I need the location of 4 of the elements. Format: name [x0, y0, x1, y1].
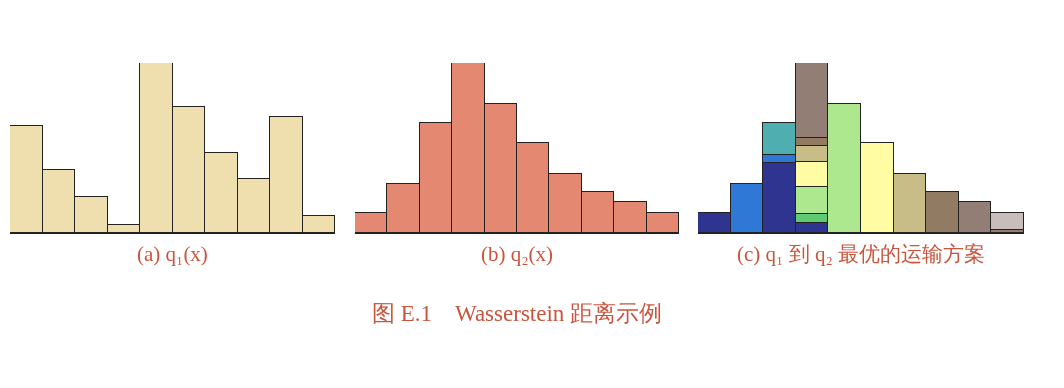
x-axis-title: (a) q₁(x) [137, 242, 208, 266]
text: 图 E.1 Wasserstein 距离示例 [372, 301, 663, 326]
x-axis-title: (b) q₂(x) [481, 242, 554, 266]
x-axis-title: (c) q₁ 到 q₂ 最优的运输方案 [737, 242, 985, 266]
